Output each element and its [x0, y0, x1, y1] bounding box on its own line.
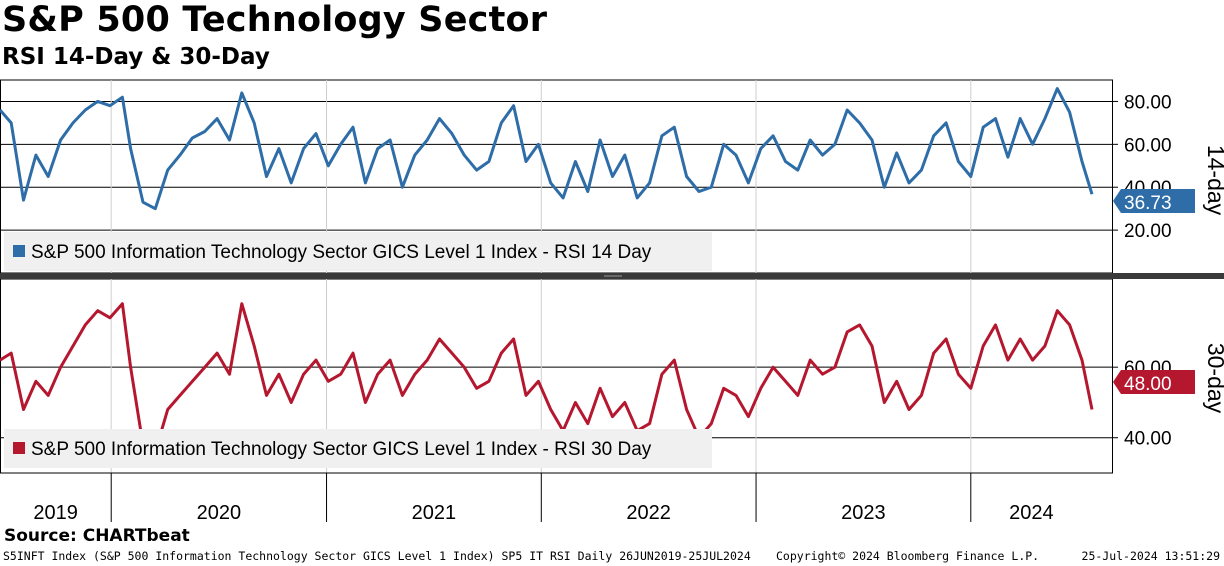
legend-rsi14-bg: [4, 232, 712, 271]
top-y-tick-label: 20.00: [1124, 221, 1172, 242]
rsi14-last-value-badge: 36.73: [1113, 189, 1195, 214]
legend-rsi14-label: S&P 500 Information Technology Sector GI…: [31, 242, 652, 263]
chart-title: S&P 500 Technology Sector: [2, 0, 548, 40]
rsi14-badge-shape: [1113, 189, 1195, 213]
footer-copyright: Copyright© 2024 Bloomberg Finance L.P.: [776, 549, 1040, 563]
rsi30-badge-shape: [1113, 370, 1195, 394]
rsi14-last-value: 36.73: [1124, 193, 1172, 214]
top-y-tick-label: 60.00: [1124, 135, 1172, 156]
x-tick-label: 2021: [412, 502, 457, 524]
top-axis-title: 14-day: [1203, 145, 1224, 216]
legend-rsi30: S&P 500 Information Technology Sector GI…: [4, 429, 712, 468]
source-note: Source: CHARTbeat: [4, 526, 190, 546]
legend-rsi30-label: S&P 500 Information Technology Sector GI…: [31, 439, 652, 460]
rsi30-last-value-badge: 48.00: [1113, 370, 1195, 395]
x-tick-label: 2019: [33, 502, 78, 524]
x-axis: 2019 2020 2021 2022 2023 2024: [33, 473, 1054, 524]
x-tick-label: 2024: [1009, 502, 1054, 524]
legend-rsi14-swatch: [13, 245, 25, 257]
legend-rsi30-swatch: [13, 442, 25, 454]
rsi30-last-value: 48.00: [1124, 374, 1172, 395]
footer-description: S5INFT Index (S&P 500 Information Techno…: [3, 549, 751, 563]
legend-rsi14: S&P 500 Information Technology Sector GI…: [4, 232, 712, 271]
footer-timestamp: 25-Jul-2024 13:51:29: [1081, 549, 1220, 563]
x-tick-label: 2023: [841, 502, 886, 524]
x-tick-label: 2020: [197, 502, 242, 524]
legend-rsi30-bg: [4, 429, 712, 468]
rsi30-line: [0, 302, 1094, 454]
rsi14-line: [0, 87, 1094, 211]
bottom-axis-title: 30-day: [1203, 343, 1224, 414]
bottom-y-tick-label: 40.00: [1124, 429, 1172, 450]
x-tick-label: 2022: [626, 502, 671, 524]
top-y-tick-label: 80.00: [1124, 92, 1172, 113]
chart-subtitle: RSI 14-Day & 30-Day: [2, 44, 270, 70]
